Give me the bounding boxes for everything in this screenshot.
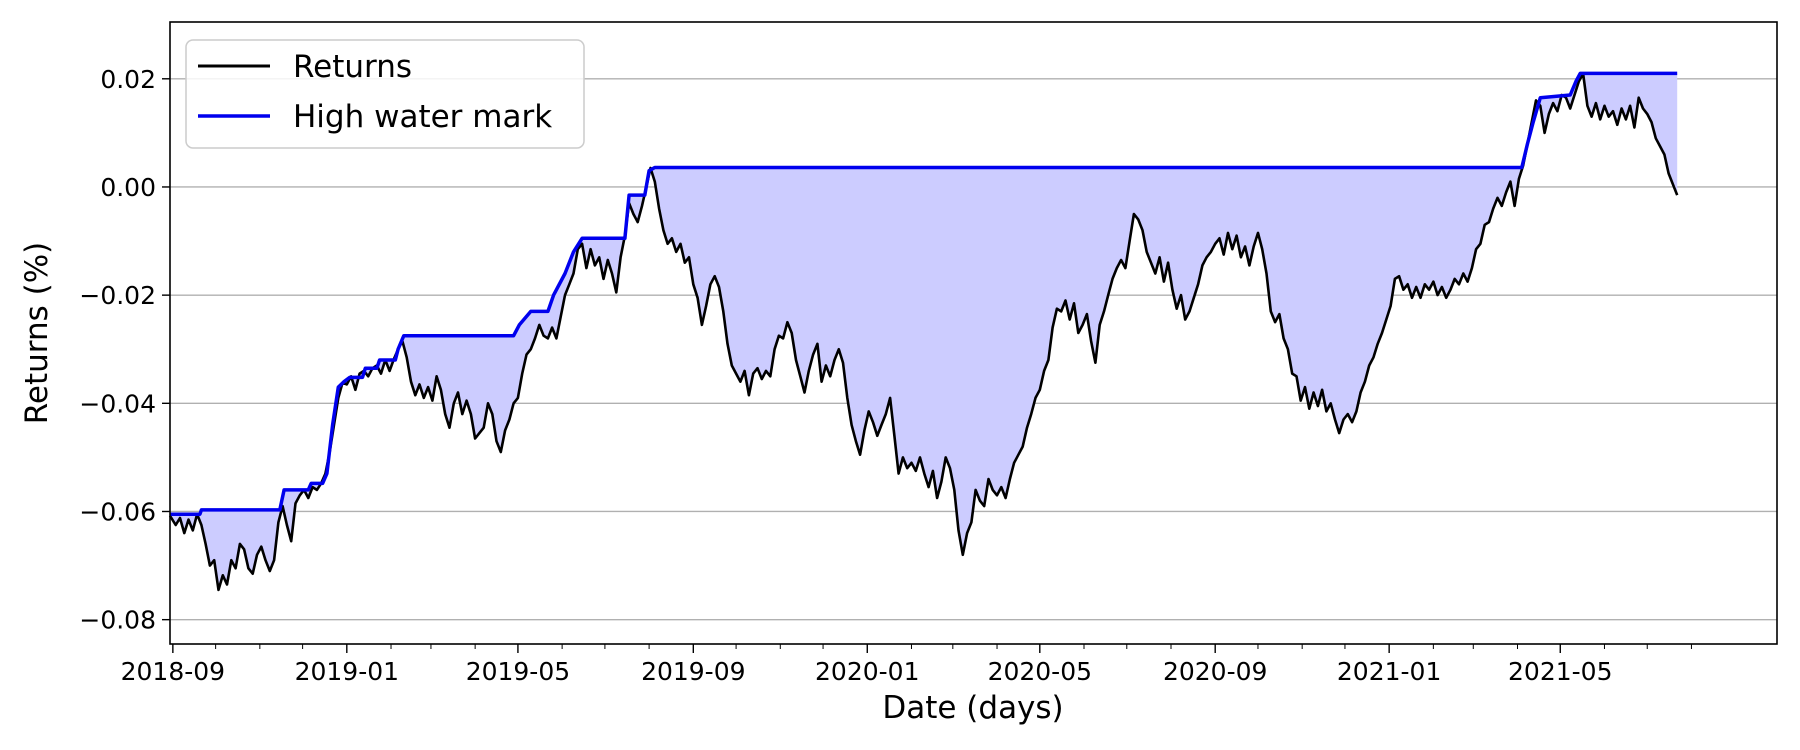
y-tick-label: −0.08 [79,606,156,635]
x-tick-label: 2020-09 [1163,657,1267,686]
legend-hwm-label: High water mark [293,99,552,135]
series-lines [168,71,1679,592]
high-water-mark-line [170,71,1678,516]
x-tick-label: 2020-01 [815,657,919,686]
x-tick-label: 2021-01 [1337,657,1441,686]
y-tick-label: 0.02 [100,65,156,94]
y-tick-label: −0.04 [79,389,156,418]
x-tick-label: 2019-05 [466,657,570,686]
x-tick-label: 2019-09 [641,657,745,686]
x-tick-label: 2021-05 [1508,657,1612,686]
y-axis: 0.02 0.00 −0.02 −0.04 −0.06 −0.08 [79,65,170,635]
x-axis-label: Date (days) [882,690,1063,726]
legend-returns-label: Returns [293,49,412,85]
y-tick-label: −0.06 [79,497,156,526]
returns-line [168,72,1679,592]
x-tick-label: 2020-05 [988,657,1092,686]
y-tick-label: 0.00 [100,173,156,202]
legend-box [185,39,585,149]
y-axis-label: Returns (%) [19,242,55,425]
x-axis: 2018-09 2019-01 2019-05 2019-09 2020-01 2020-… [121,644,1692,686]
x-tick-label: 2018-09 [121,657,225,686]
x-tick-label: 2019-01 [295,657,399,686]
y-tick-label: −0.02 [79,281,156,310]
plot-frame [169,21,1778,645]
drawdown-area [170,73,1678,590]
legend: Returns High water mark [185,39,585,149]
